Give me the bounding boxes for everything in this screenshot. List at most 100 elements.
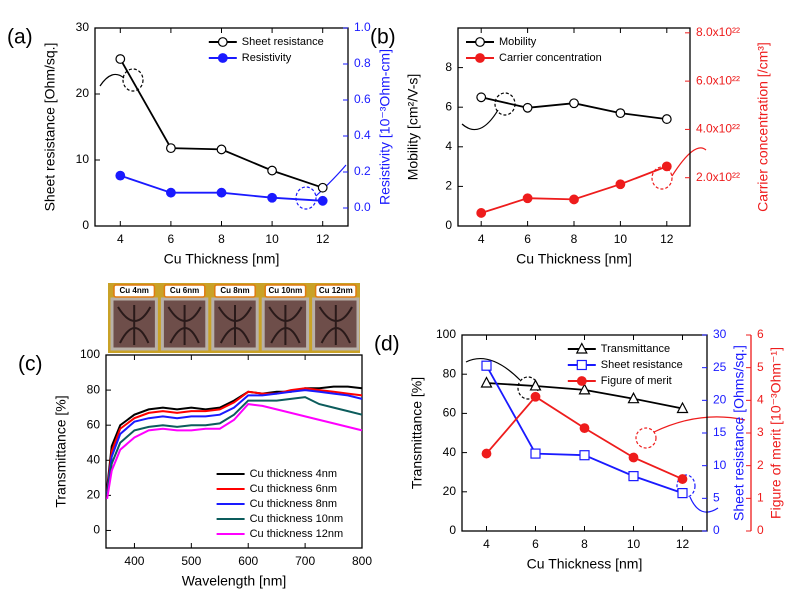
panel-label: (a) (7, 26, 33, 49)
sample-label: Cu 6nm (170, 286, 199, 295)
legend-label: Sheet resistance (601, 359, 683, 371)
legend-label: Cu thickness 6nm (250, 483, 337, 495)
x-tick-label: 10 (614, 232, 628, 246)
series-line (480, 165, 668, 214)
marker (522, 193, 533, 204)
marker (216, 187, 227, 198)
marker (579, 450, 590, 461)
sample-tag (314, 284, 357, 298)
sample-pattern (268, 305, 303, 345)
series-line (106, 389, 363, 494)
sample-tag (264, 284, 307, 298)
x-tick-label: 12 (676, 537, 690, 551)
y-tick-label: 20 (87, 488, 101, 502)
x-tick-label: 4 (478, 232, 485, 246)
marker (677, 474, 688, 484)
marker (628, 471, 639, 482)
marker (476, 92, 487, 103)
arrow (671, 147, 707, 177)
dashed-circle (494, 92, 516, 116)
sample-tag (163, 284, 206, 298)
sample-pattern (167, 305, 202, 345)
sample-tag (214, 284, 256, 298)
sample-label: Cu 10nm (269, 286, 303, 295)
x-axis-label: Wavelength [nm] (182, 573, 287, 589)
y-tick-label: 100 (436, 327, 456, 341)
marker (569, 98, 579, 109)
y2-tick-label: 8.0x10²² (696, 25, 740, 39)
y-axis-label: Sheet resistance [Ohm/sq.] (42, 43, 58, 212)
y2-tick-label: 25 (713, 360, 727, 374)
y3-tick-label: 0 (757, 523, 764, 537)
y-tick-label: 0 (82, 218, 89, 232)
marker (476, 208, 487, 218)
y2-tick-label: 0.0 (354, 200, 371, 214)
y2-tick-label: 5 (713, 491, 720, 505)
x-tick-label: 8 (218, 232, 225, 246)
y2-tick-label: 20 (713, 393, 727, 407)
legend-marker (217, 53, 228, 63)
y-tick-label: 60 (443, 406, 457, 420)
y3-tick-label: 6 (757, 327, 764, 341)
y2-tick-label: 0.4 (354, 128, 371, 142)
x-tick-label: 8 (581, 537, 588, 551)
x-tick-label: 500 (181, 554, 201, 568)
y2-tick-label: 15 (713, 425, 727, 439)
y2-tick-label: 6.0x10²² (696, 73, 740, 87)
panel: (c) 400 500 600 700 800 Wavelength [nm] 0 20 40 60… (18, 283, 372, 589)
x-tick-label: 10 (265, 232, 279, 246)
series-line (106, 396, 363, 496)
panel: (b) 4 6 8 10 12 Cu Thickness [nm] 0 2 4 6 8 Mobility… (370, 25, 771, 267)
y2-tick-label: 1.0 (354, 20, 371, 34)
y-tick-label: 40 (443, 445, 457, 459)
y-tick-label: 20 (76, 86, 90, 100)
legend-label: Sheet resistance (242, 36, 324, 48)
plot-frame (105, 354, 363, 549)
series-line (485, 395, 683, 480)
panel-label: (c) (18, 353, 43, 376)
x-tick-label: 800 (352, 554, 372, 568)
x-tick-label: 4 (483, 537, 490, 551)
marker (529, 379, 542, 391)
marker (530, 448, 541, 459)
marker (165, 187, 176, 198)
legend-marker (217, 37, 228, 47)
y2-axis-label: Resistivity [10⁻³Ohm-cm] (377, 49, 393, 205)
y2-axis-label: Sheet resistance [Ohms/sq.] (731, 345, 747, 521)
x-tick-label: 4 (117, 232, 124, 246)
legend-marker (475, 53, 485, 63)
y2-tick-label: 0.8 (354, 56, 371, 70)
marker (579, 423, 590, 434)
y-tick-label: 60 (87, 417, 101, 431)
dashed-circle (651, 166, 673, 190)
y-tick-label: 2 (445, 179, 452, 193)
y-tick-label: 4 (445, 139, 452, 153)
x-tick-label: 8 (571, 232, 578, 246)
x-axis-label: Cu Thickness [nm] (516, 251, 632, 267)
arrow (99, 73, 125, 87)
marker (661, 161, 672, 172)
legend-label: Transmittance (601, 343, 670, 355)
marker (165, 143, 176, 154)
y-tick-label: 6 (445, 99, 452, 113)
y-tick-label: 40 (87, 452, 101, 466)
marker (615, 179, 626, 190)
marker (216, 144, 227, 155)
series-line (106, 385, 363, 489)
y-tick-label: 80 (87, 382, 101, 396)
y2-tick-label: 10 (713, 458, 727, 472)
marker (615, 108, 626, 119)
arrow (653, 416, 746, 433)
y-tick-label: 0 (93, 523, 100, 537)
y-axis-label: Transmittance [%] (53, 395, 69, 507)
dashed-circle (295, 186, 317, 210)
marker (627, 391, 640, 404)
x-tick-label: 12 (660, 232, 674, 246)
marker (578, 383, 591, 395)
sample-label: Cu 12nm (319, 286, 353, 295)
marker (115, 170, 126, 181)
sample-pattern (217, 305, 253, 345)
marker (317, 195, 328, 206)
x-tick-label: 6 (532, 537, 539, 551)
